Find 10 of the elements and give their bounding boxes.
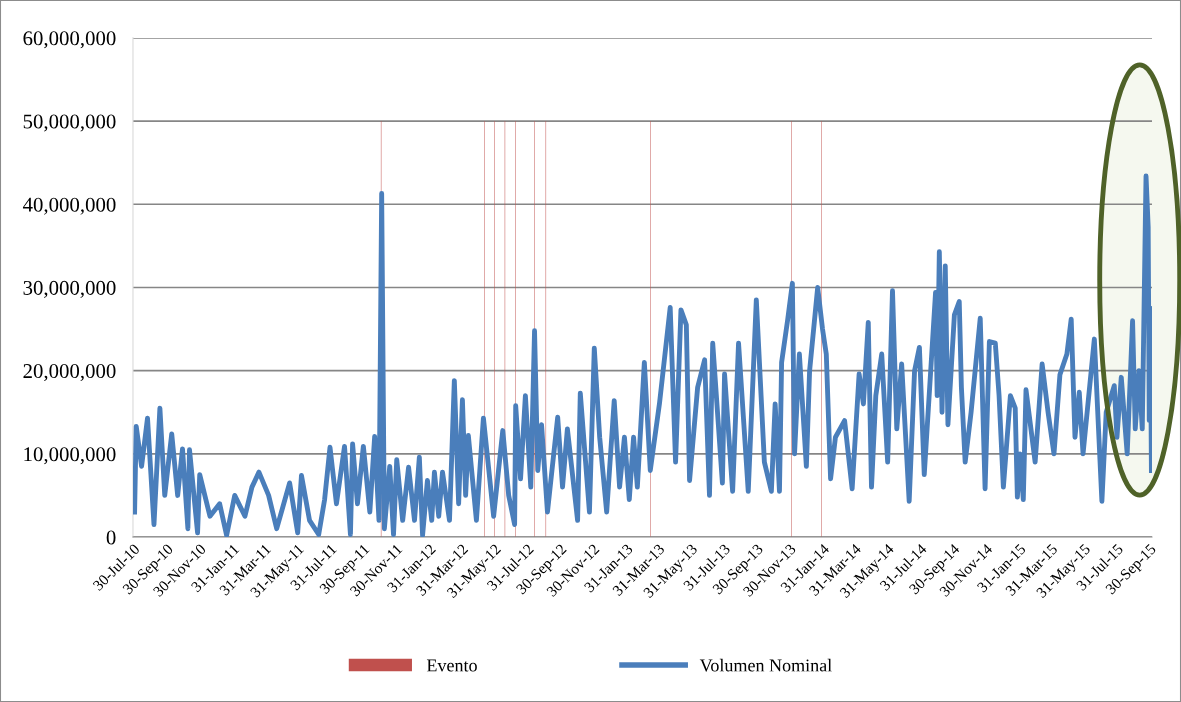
y-tick-label: 30,000,000 xyxy=(23,280,116,298)
y-tick-label: 50,000,000 xyxy=(23,114,116,132)
y-tick-label: 10,000,000 xyxy=(24,447,116,465)
y-tick-label: 60,000,000 xyxy=(23,31,116,49)
y-tick-label: 20,000,000 xyxy=(23,364,116,382)
legend-label: Volumen Nominal xyxy=(699,658,832,672)
legend-label: Evento xyxy=(426,659,477,672)
y-tick-label: 40,000,000 xyxy=(22,197,116,215)
line-series xyxy=(132,173,1152,538)
y-tick-label: 0 xyxy=(106,530,116,545)
